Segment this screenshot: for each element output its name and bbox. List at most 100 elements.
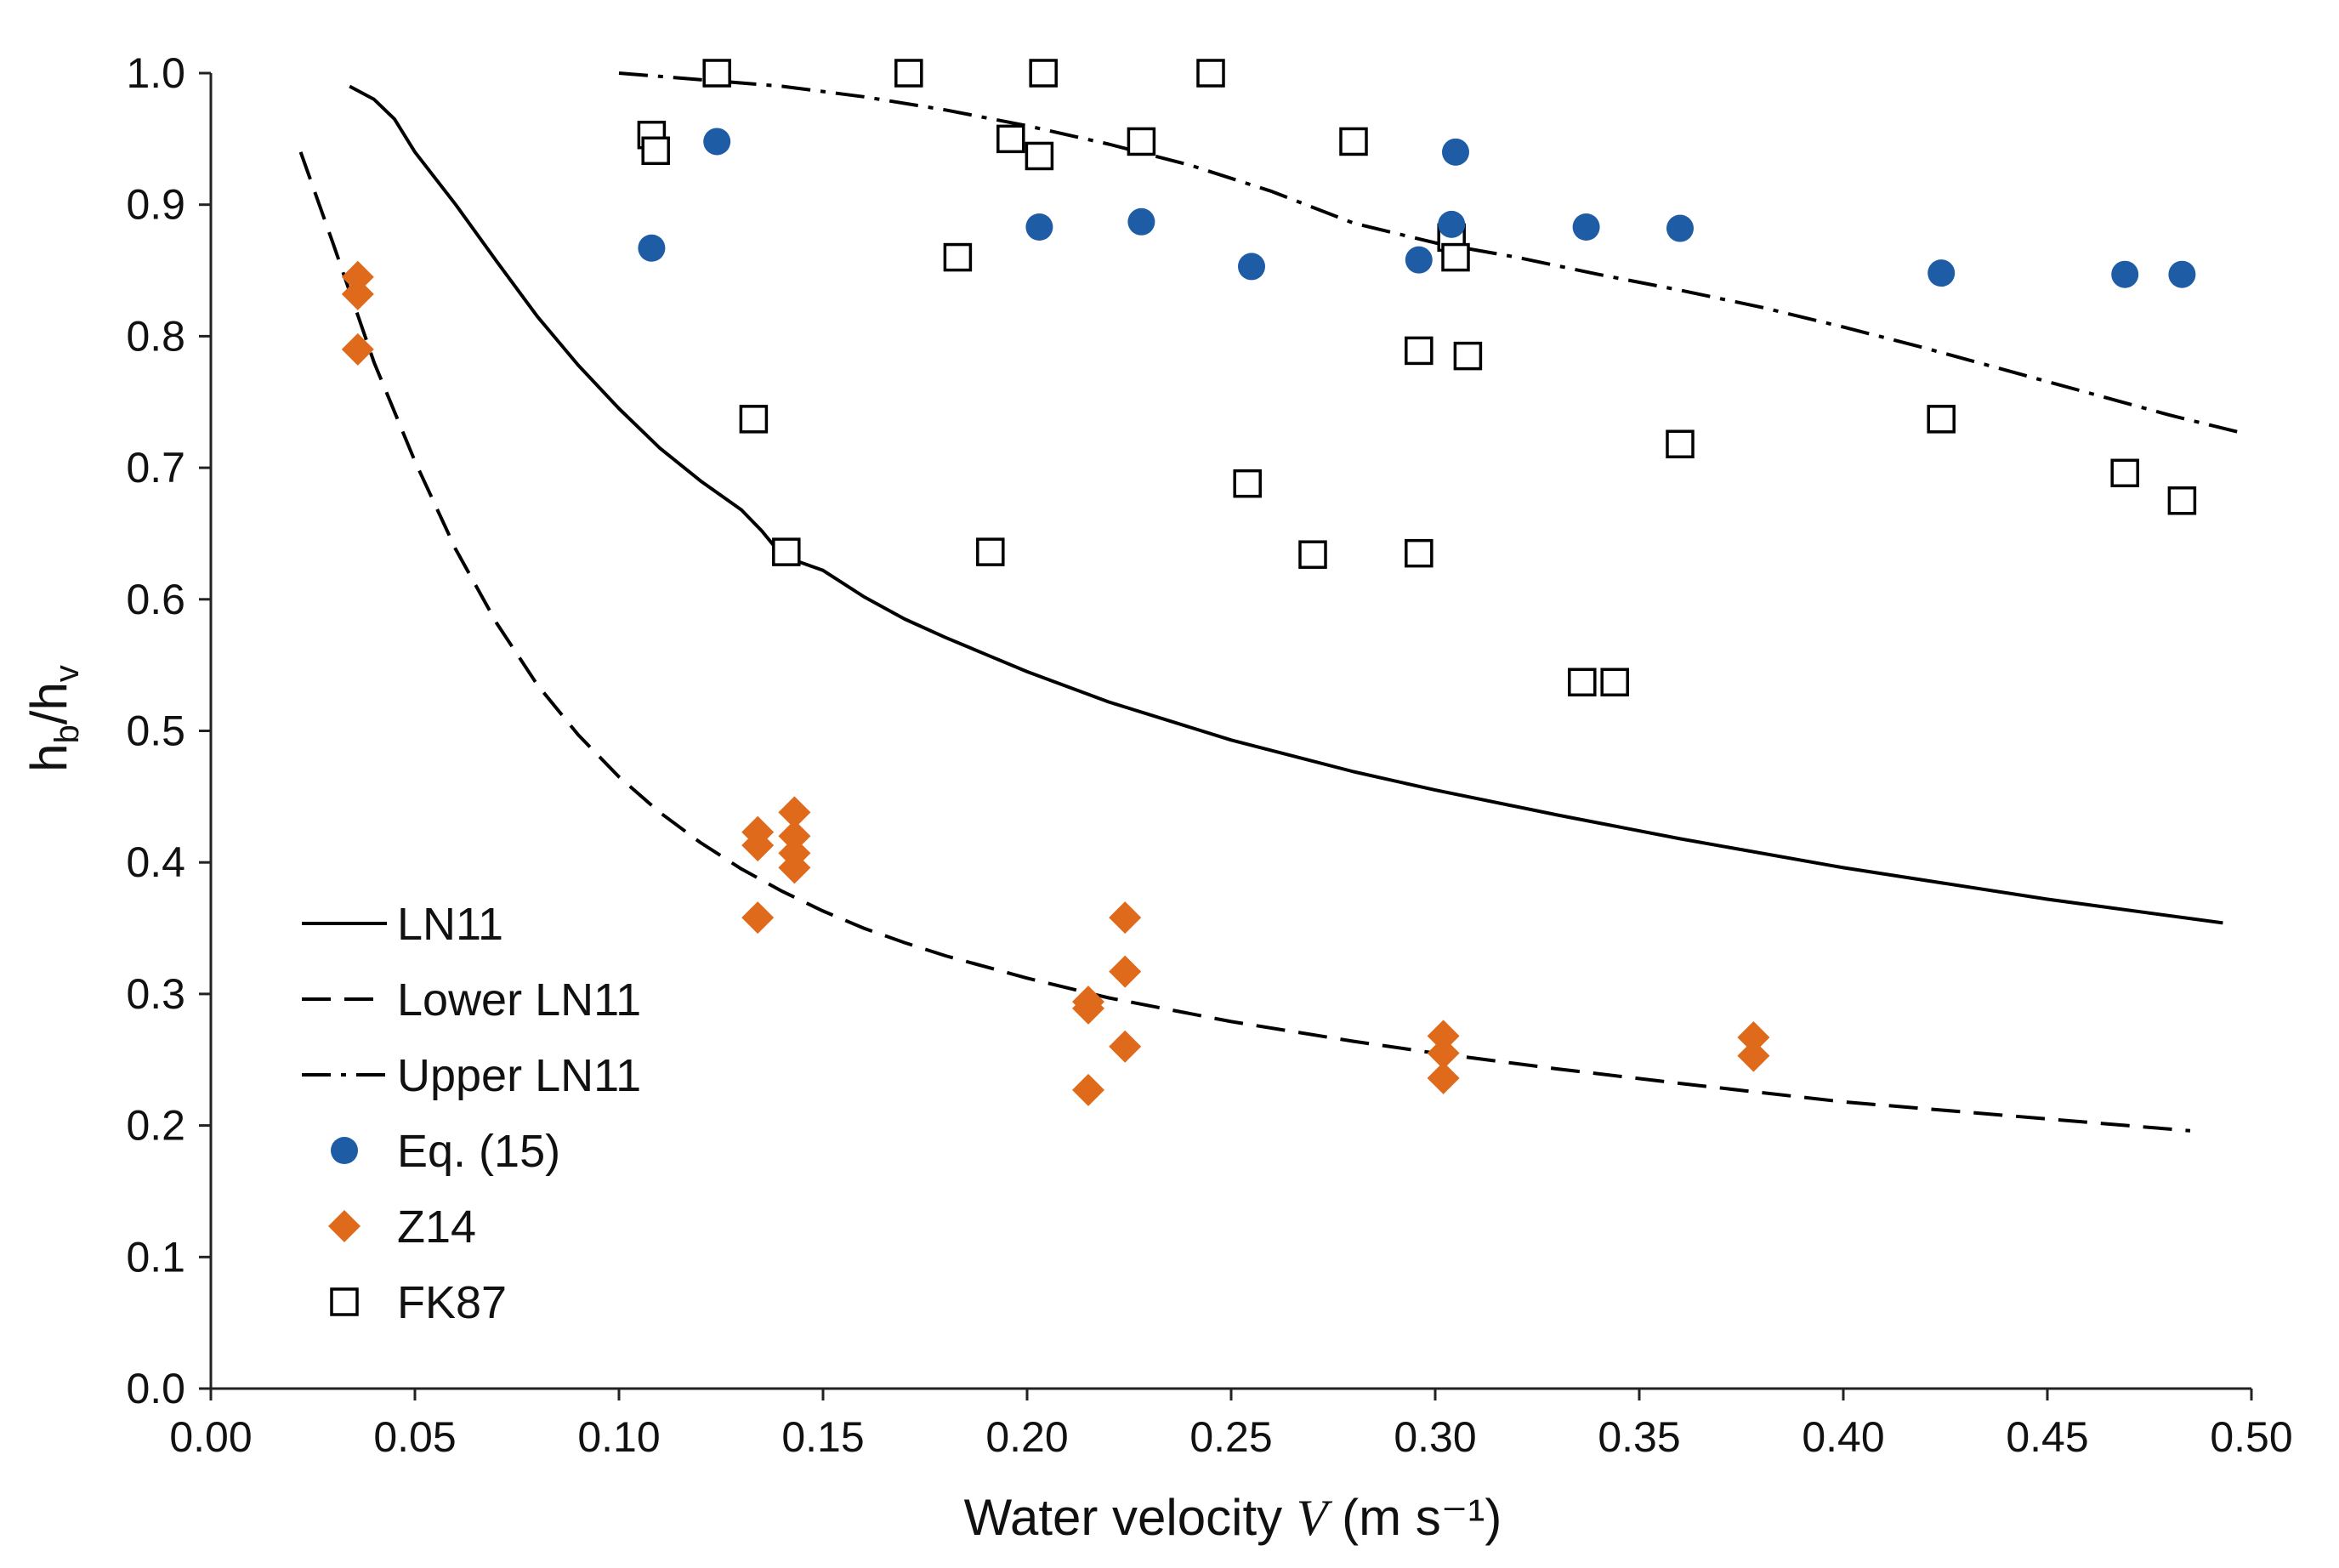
data-point-eq-15 — [1127, 207, 1155, 236]
data-point-eq-15 — [638, 234, 666, 262]
data-point-z14 — [1427, 1061, 1460, 1094]
data-point-fk87 — [2167, 486, 2197, 515]
data-point-z14 — [1072, 991, 1104, 1025]
data-point-z14 — [778, 796, 811, 829]
series-line-upper-ln11 — [618, 71, 2240, 435]
data-point-fk87 — [739, 405, 769, 434]
series-upper-ln11 — [618, 71, 2240, 435]
data-point-eq-15 — [1405, 246, 1433, 274]
y-tick-label: 0.3 — [126, 970, 185, 1018]
data-point-fk87 — [1339, 127, 1368, 156]
y-tick-label: 0.2 — [126, 1102, 185, 1150]
y-tick-label: 0.9 — [126, 181, 185, 229]
legend-swatch-marker — [330, 1287, 359, 1316]
data-point-z14 — [341, 277, 374, 310]
data-point-fk87 — [1196, 59, 1225, 88]
y-tick-label: 1.0 — [126, 49, 185, 97]
series-line-lower-ln11 — [298, 151, 2191, 1133]
legend-label: Lower LN11 — [397, 974, 641, 1025]
legend-label: Upper LN11 — [397, 1050, 641, 1101]
data-point-eq-15 — [1438, 210, 1466, 238]
data-point-fk87 — [1441, 242, 1470, 272]
y-axis-title: hb/hv — [20, 665, 86, 772]
data-point-fk87 — [1405, 538, 1433, 568]
data-point-eq-15 — [1666, 214, 1694, 242]
data-point-z14 — [1109, 955, 1142, 988]
legend-label: FK87 — [397, 1277, 507, 1328]
data-point-z14 — [341, 260, 374, 293]
data-point-z14 — [1737, 1039, 1770, 1072]
axes: 0.00 0.05 0.10 0.15 0.20 0.25 0.30 0.35 0.40 0.45… — [126, 49, 2292, 1461]
data-point-fk87 — [1233, 469, 1262, 498]
legend-item-ln11: LN11 — [302, 899, 503, 950]
data-point-z14 — [341, 332, 374, 366]
y-tick-label: 0.7 — [126, 444, 185, 491]
legend: LN11 Lower LN11 Upper LN11 Eq. (15) Z14 FK87 — [302, 899, 641, 1328]
legend-label: Z14 — [397, 1202, 476, 1253]
data-point-fk87 — [976, 537, 1005, 566]
data-point-fk87 — [702, 59, 731, 88]
data-point-eq-15 — [1025, 213, 1053, 241]
series-fk87 — [637, 59, 2197, 697]
data-point-eq-15 — [2168, 260, 2196, 288]
series-line-ln11 — [349, 84, 2223, 925]
data-point-z14 — [1072, 1073, 1104, 1106]
series-eq-15 — [638, 128, 2196, 288]
x-tick-label: 0.25 — [1189, 1413, 1272, 1461]
data-point-z14 — [1427, 1037, 1460, 1070]
x-tick-label: 0.35 — [1598, 1413, 1680, 1461]
x-tick-label: 0.40 — [1802, 1413, 1884, 1461]
data-point-fk87 — [1666, 429, 1695, 459]
data-point-fk87 — [1405, 336, 1433, 366]
data-point-eq-15 — [1572, 213, 1600, 241]
data-point-eq-15 — [1238, 253, 1265, 281]
x-tick-label: 0.50 — [2210, 1413, 2292, 1461]
data-point-fk87 — [1600, 668, 1629, 697]
y-tick-label: 0.0 — [126, 1365, 185, 1412]
data-point-fk87 — [1298, 540, 1327, 569]
legend-label: LN11 — [397, 899, 503, 950]
data-point-z14 — [741, 829, 775, 862]
legend-item-upper-ln11: Upper LN11 — [302, 1050, 641, 1101]
data-point-z14 — [778, 851, 811, 884]
data-point-eq-15 — [2111, 260, 2139, 288]
y-tick-label: 0.8 — [126, 312, 185, 360]
series-ln11 — [349, 84, 2223, 925]
legend-item-lower-ln11: Lower LN11 — [302, 974, 641, 1025]
series-z14 — [341, 260, 1770, 1106]
y-tick-label: 0.5 — [126, 707, 185, 755]
data-point-fk87 — [943, 242, 973, 272]
x-tick-label: 0.30 — [1394, 1413, 1476, 1461]
x-tick-label: 0.45 — [2006, 1413, 2088, 1461]
x-tick-label: 0.05 — [373, 1413, 456, 1461]
x-tick-label: 0.00 — [169, 1413, 252, 1461]
data-point-fk87 — [1025, 141, 1054, 171]
y-tick-label: 0.1 — [126, 1233, 185, 1281]
legend-label: Eq. (15) — [397, 1126, 560, 1177]
data-point-fk87 — [1029, 59, 1058, 88]
data-point-fk87 — [772, 537, 801, 566]
x-tick-label: 0.15 — [781, 1413, 864, 1461]
legend-swatch-marker — [331, 1137, 358, 1164]
data-point-fk87 — [1927, 405, 1956, 434]
data-point-z14 — [778, 820, 811, 853]
legend-item-z14: Z14 — [328, 1202, 476, 1253]
plot-area — [298, 59, 2240, 1133]
data-point-z14 — [1109, 901, 1142, 935]
data-point-eq-15 — [1442, 138, 1469, 166]
legend-swatch-marker — [328, 1210, 361, 1242]
data-point-z14 — [741, 901, 775, 935]
data-point-fk87 — [641, 136, 670, 166]
data-point-z14 — [1427, 1020, 1460, 1053]
series-lower-ln11 — [298, 151, 2191, 1133]
data-point-fk87 — [1127, 127, 1156, 156]
data-point-fk87 — [996, 124, 1025, 154]
data-point-eq-15 — [703, 128, 731, 156]
legend-item-eq-15: Eq. (15) — [331, 1126, 560, 1177]
y-tick-label: 0.4 — [126, 838, 185, 886]
legend-item-fk87: FK87 — [330, 1277, 507, 1328]
data-point-fk87 — [894, 59, 923, 88]
data-point-fk87 — [2110, 458, 2139, 488]
data-point-eq-15 — [1927, 259, 1956, 287]
